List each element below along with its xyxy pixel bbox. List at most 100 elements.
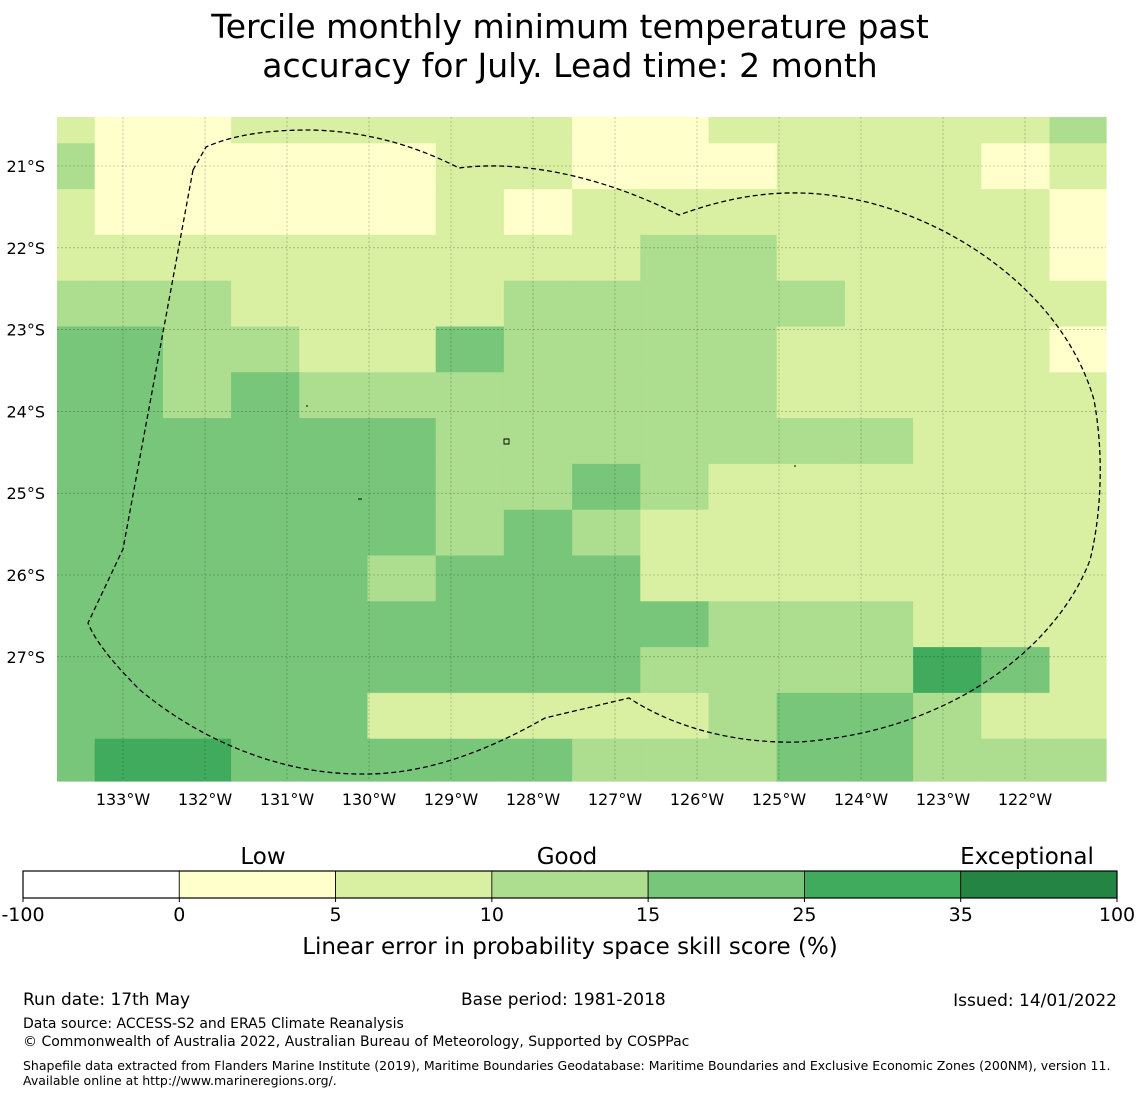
grid-cell <box>708 738 778 782</box>
grid-cell <box>94 418 164 465</box>
grid-cell <box>776 463 846 511</box>
latitude-label: 26°S <box>6 566 45 585</box>
grid-cell <box>162 117 232 144</box>
grid-cell <box>435 234 505 282</box>
grid-cell <box>503 555 573 602</box>
grid-cell <box>367 372 437 419</box>
colorbar-category-label: Exceptional <box>960 844 1094 870</box>
grid-cell <box>299 738 369 782</box>
longitude-label: 129°W <box>424 790 479 809</box>
grid-cell <box>640 117 710 144</box>
grid-cell <box>776 234 846 282</box>
grid-cell <box>708 692 778 740</box>
grid-cell <box>708 509 778 557</box>
grid-cell <box>640 647 710 694</box>
grid-cell <box>162 143 232 190</box>
grid-cell <box>1049 280 1107 328</box>
longitude-labels: 133°W 132°W 131°W 130°W 129°W 128°W 127°W 126°W… <box>96 790 1053 809</box>
grid-cell <box>640 555 710 602</box>
grid-cell <box>776 418 846 465</box>
colorbar: -100 0 5 10 15 25 35 100 Low Good Exceptional Linea… <box>1 844 1135 960</box>
grid-cell <box>913 738 982 782</box>
longitude-label: 127°W <box>588 790 643 809</box>
grid-cell <box>844 738 914 782</box>
grid-cell <box>844 143 914 190</box>
grid-cell <box>572 601 641 648</box>
colorbar-tick-label: 35 <box>949 904 973 926</box>
grid-cell <box>231 143 300 190</box>
grid-cell <box>776 692 846 740</box>
grid-cell <box>299 692 369 740</box>
latitude-label: 24°S <box>6 402 45 421</box>
grid-cell <box>162 738 232 782</box>
grid-cell <box>503 117 573 144</box>
grid-cell <box>367 692 437 740</box>
grid-cell <box>231 509 300 557</box>
latitude-label: 27°S <box>6 648 45 667</box>
grid-cell <box>57 372 96 419</box>
grid-cell <box>572 555 641 602</box>
longitude-label: 131°W <box>260 790 315 809</box>
grid-cell <box>844 117 914 144</box>
grid-cell <box>913 189 982 236</box>
grid-cell <box>299 372 369 419</box>
copyright-notice: © Commonwealth of Australia 2022, Austra… <box>23 1034 690 1050</box>
grid-cell <box>776 189 846 236</box>
grid-cell <box>503 463 573 511</box>
grid-cell <box>299 647 369 694</box>
longitude-label: 122°W <box>998 790 1053 809</box>
grid-cell <box>503 372 573 419</box>
grid-cell <box>94 692 164 740</box>
grid-cell <box>435 280 505 328</box>
grid-cell <box>1049 143 1107 190</box>
longitude-label: 132°W <box>178 790 233 809</box>
grid-cell <box>435 326 505 373</box>
grid-cell <box>162 601 232 648</box>
grid-cell <box>503 509 573 557</box>
grid-cell <box>1049 372 1107 419</box>
grid-cell <box>503 280 573 328</box>
grid-cell <box>572 509 641 557</box>
grid-cell <box>1049 647 1107 694</box>
grid-cell <box>299 189 369 236</box>
grid-cell <box>162 372 232 419</box>
colorbar-category-label: Good <box>537 844 598 870</box>
grid-cell <box>913 143 982 190</box>
grid-cell <box>776 555 846 602</box>
grid-cell <box>299 509 369 557</box>
colorbar-tick-label: 0 <box>173 904 185 926</box>
skill-score-grid <box>57 117 1107 782</box>
grid-cell <box>913 601 982 648</box>
longitude-label: 126°W <box>670 790 725 809</box>
latitude-label: 25°S <box>6 484 45 503</box>
grid-cell <box>435 463 505 511</box>
grid-cell <box>435 692 505 740</box>
grid-cell <box>708 601 778 648</box>
grid-cell <box>367 555 437 602</box>
grid-cell <box>640 738 710 782</box>
colorbar-category-label: Low <box>240 844 285 870</box>
grid-cell <box>435 509 505 557</box>
grid-cell <box>640 234 710 282</box>
grid-cell <box>844 692 914 740</box>
grid-cell <box>913 117 982 144</box>
grid-cell <box>367 189 437 236</box>
grid-cell <box>640 509 710 557</box>
grid-cell <box>94 372 164 419</box>
grid-cell <box>299 326 369 373</box>
grid-cell <box>981 692 1051 740</box>
colorbar-tick-label: 15 <box>636 904 660 926</box>
grid-cell <box>57 234 96 282</box>
base-period: Base period: 1981-2018 <box>461 990 666 1010</box>
grid-cell <box>299 601 369 648</box>
grid-cell <box>708 555 778 602</box>
grid-cell <box>844 189 914 236</box>
latitude-labels: 21°S 22°S 23°S 24°S 25°S 26°S 27°S <box>6 157 45 667</box>
grid-cell <box>1049 234 1107 282</box>
grid-cell <box>776 647 846 694</box>
grid-cell <box>1049 326 1107 373</box>
grid-cell <box>367 463 437 511</box>
longitude-label: 130°W <box>342 790 397 809</box>
grid-cell <box>57 555 96 602</box>
grid-cell <box>367 326 437 373</box>
